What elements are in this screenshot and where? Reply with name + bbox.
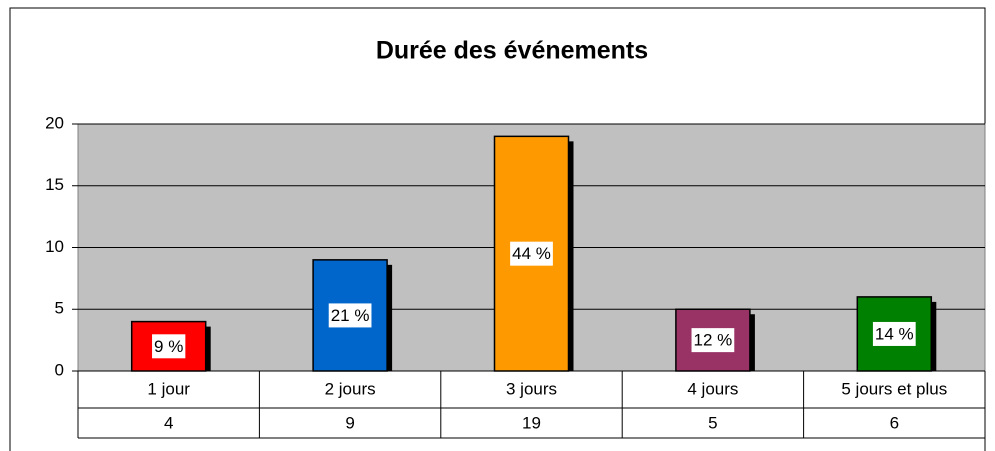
value-label: 14 % [875,324,914,343]
y-tick-label: 10 [45,237,64,256]
table-value: 6 [890,413,899,432]
value-label: 9 % [154,337,183,356]
table-value: 19 [522,413,541,432]
y-tick-label: 0 [55,360,64,379]
x-tick-label: 2 jours [325,379,376,398]
y-tick-label: 15 [45,175,64,194]
value-label-bg [510,241,553,266]
table-value: 5 [708,413,717,432]
value-label: 44 % [512,244,551,263]
x-tick-label: 1 jour [147,379,190,398]
table-value: 9 [345,413,354,432]
x-tick-label: 3 jours [506,379,557,398]
x-tick-label: 5 jours et plus [841,379,947,398]
x-tick-label: 4 jours [687,379,738,398]
value-label: 12 % [694,331,733,350]
table-value: 4 [164,413,173,432]
chart-title: Durée des événements [376,37,648,65]
value-label-bg [328,303,372,328]
y-tick-label: 5 [55,299,64,318]
value-label-bg [872,321,916,346]
value-label-bg [691,328,735,353]
value-label-bg [152,334,186,359]
y-tick-label: 20 [45,113,64,132]
value-label: 21 % [331,306,370,325]
